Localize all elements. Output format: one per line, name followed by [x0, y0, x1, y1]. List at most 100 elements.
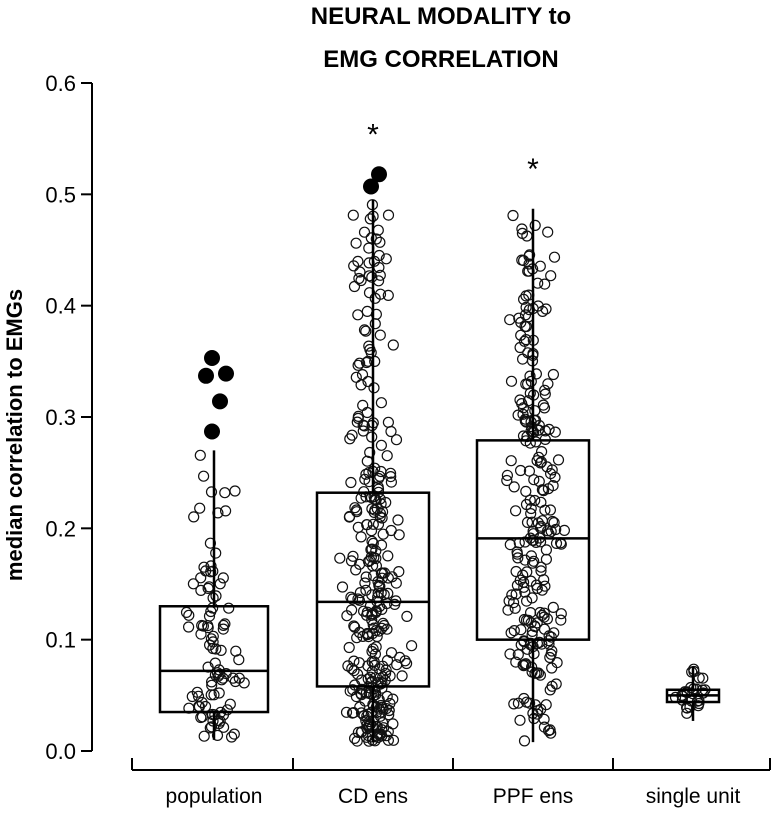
data-point	[355, 274, 367, 287]
data-point	[361, 629, 373, 641]
data-point	[352, 309, 364, 321]
data-point	[377, 660, 389, 672]
data-point	[375, 539, 388, 551]
data-point	[377, 506, 389, 518]
data-point	[217, 619, 230, 632]
data-point	[364, 343, 376, 356]
data-point	[549, 471, 561, 483]
data-point	[504, 314, 516, 326]
data-point	[348, 706, 360, 719]
data-point	[183, 621, 195, 633]
data-point	[369, 493, 381, 505]
data-point	[359, 473, 371, 485]
data-point	[375, 397, 387, 409]
data-point	[530, 436, 542, 448]
data-point	[533, 419, 545, 432]
data-point	[374, 580, 386, 593]
data-point	[370, 689, 382, 701]
data-point	[366, 608, 378, 620]
data-point	[217, 672, 229, 684]
data-point	[215, 644, 227, 657]
data-point	[204, 722, 216, 734]
data-point	[377, 528, 389, 540]
data-point	[194, 502, 206, 514]
data-point	[382, 550, 394, 562]
data-point	[361, 305, 373, 317]
data-point	[365, 232, 377, 244]
data-point	[217, 623, 229, 635]
data-point	[545, 270, 557, 282]
data-point	[351, 416, 363, 428]
y-tick-label: 0.2	[45, 516, 76, 541]
data-point	[406, 640, 418, 652]
data-point	[204, 537, 216, 549]
data-point	[356, 683, 368, 695]
data-point	[345, 476, 357, 489]
data-point	[520, 614, 533, 626]
data-point	[378, 619, 390, 632]
data-point	[399, 655, 411, 667]
chart-title-line-2: EMG CORRELATION	[323, 46, 559, 73]
outlier-point	[218, 365, 234, 382]
data-point	[226, 731, 238, 743]
data-point	[206, 679, 218, 691]
data-point	[229, 485, 241, 497]
data-point	[351, 506, 363, 518]
data-point	[364, 213, 376, 225]
data-point	[220, 505, 232, 517]
data-point	[392, 514, 404, 526]
data-point	[383, 709, 395, 721]
data-point	[506, 589, 518, 601]
data-point	[350, 564, 362, 576]
data-point	[510, 588, 522, 600]
data-point	[360, 325, 372, 337]
data-point	[210, 590, 222, 602]
data-point	[356, 674, 368, 686]
data-point	[526, 592, 538, 604]
data-point	[550, 678, 562, 690]
data-point	[374, 236, 386, 248]
data-point	[534, 260, 546, 272]
data-point	[367, 537, 379, 550]
box-group-0	[158, 350, 270, 743]
data-point	[360, 584, 372, 596]
data-point	[210, 547, 222, 559]
data-point	[551, 656, 563, 669]
data-point	[393, 529, 405, 541]
data-point	[534, 457, 547, 469]
data-point	[195, 628, 207, 640]
data-point	[198, 470, 210, 482]
data-point	[521, 516, 534, 529]
data-point	[219, 487, 231, 499]
data-point	[361, 406, 373, 419]
data-point	[202, 661, 214, 673]
data-point	[363, 287, 376, 299]
data-point	[385, 467, 397, 479]
data-point	[507, 209, 519, 222]
data-point	[525, 575, 537, 587]
data-point	[546, 515, 559, 528]
data-point	[539, 384, 551, 396]
data-point	[508, 481, 520, 493]
data-point	[348, 655, 360, 667]
data-point	[347, 209, 359, 221]
data-point	[354, 586, 366, 599]
data-point	[205, 633, 217, 645]
data-point	[387, 718, 399, 730]
data-point	[373, 579, 385, 592]
data-point	[544, 504, 557, 516]
data-point	[223, 602, 235, 614]
data-point	[504, 538, 516, 551]
y-tick-label: 0.3	[45, 405, 76, 430]
data-point	[383, 704, 395, 717]
data-point	[228, 728, 240, 740]
box-group-2: *	[475, 153, 591, 747]
iqr-box	[315, 491, 431, 688]
data-point	[363, 270, 375, 282]
data-point	[387, 339, 399, 351]
data-point	[516, 398, 528, 410]
data-point	[356, 369, 369, 381]
outlier-point	[204, 350, 220, 366]
data-point	[351, 632, 363, 644]
